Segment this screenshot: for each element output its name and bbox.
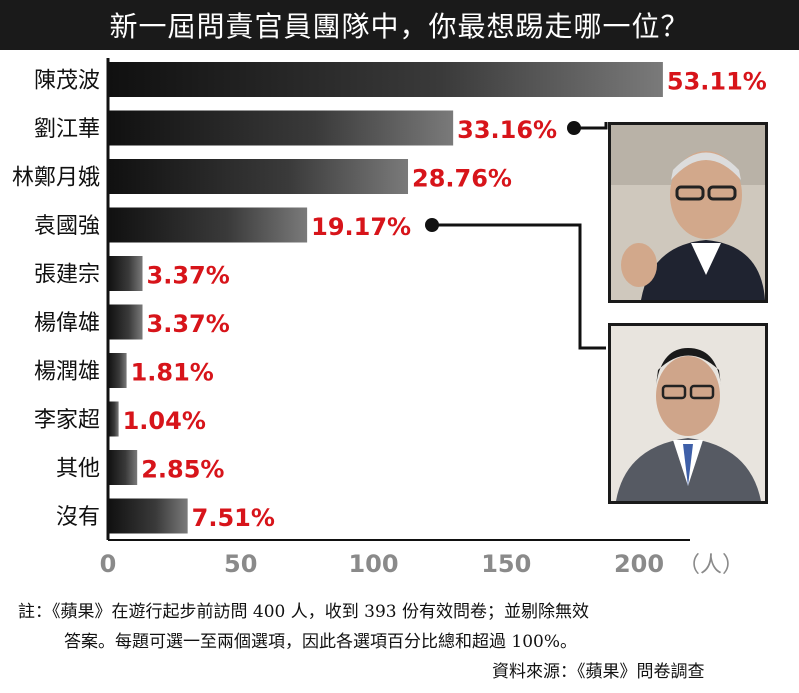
category-label: 楊偉雄 (34, 311, 100, 336)
chart-title: 新一屆問責官員團隊中，你最想踢走哪一位？ (0, 0, 799, 50)
portrait-image (611, 125, 765, 300)
x-unit-label: （人） (678, 553, 744, 578)
survey-note-line1: 註：《蘋果》在遊行起步前訪問 400 人，收到 393 份有效問卷；並剔除無效 (18, 602, 590, 622)
connector-dot (567, 121, 581, 135)
category-label: 沒有 (56, 505, 100, 530)
percent-label: 3.37% (147, 262, 230, 290)
survey-note-line2: 答案。每題可選一至兩個選項，因此各選項百分比總和超過 100%。 (64, 632, 578, 652)
percent-label: 33.16% (457, 116, 557, 144)
category-label: 劉江華 (34, 117, 100, 142)
photo-lau-kong-wah (608, 122, 768, 303)
bar (108, 159, 409, 194)
percent-label: 1.04% (123, 407, 206, 435)
category-label: 張建宗 (34, 263, 100, 288)
x-tick-label: 50 (224, 550, 257, 578)
bar (108, 498, 188, 534)
bar (108, 401, 119, 437)
bar (108, 110, 454, 146)
bar (108, 304, 143, 340)
category-label: 楊潤雄 (34, 360, 100, 385)
percent-label: 53.11% (667, 68, 767, 96)
portrait-image (611, 326, 765, 501)
percent-label: 3.37% (147, 310, 230, 338)
bar (108, 62, 663, 97)
x-tick-label: 200 (614, 550, 664, 578)
percent-label: 2.85% (141, 456, 224, 484)
category-label: 林鄭月娥 (12, 166, 100, 191)
bar (108, 207, 308, 243)
bar (108, 450, 138, 485)
x-tick-label: 150 (481, 550, 531, 578)
category-label: 李家超 (34, 408, 100, 433)
percent-label: 7.51% (192, 504, 275, 532)
data-source: 資料來源：《蘋果》問卷調查 (492, 662, 705, 682)
photo-rimsky-yuen (608, 323, 768, 504)
x-tick-label: 100 (348, 550, 398, 578)
bar-chart: 陳茂波 53.11% 劉江華 33.16% 林鄭月娥 28.76% 袁國強 19.17% 張建宗… (12, 58, 767, 578)
category-label: 袁國強 (34, 214, 100, 239)
x-tick-label: 0 (100, 550, 117, 578)
category-label: 陳茂波 (34, 69, 100, 94)
photo-connectors (425, 121, 608, 350)
connector-dot (425, 218, 439, 232)
percent-label: 1.81% (131, 359, 214, 387)
bar (108, 256, 143, 291)
bar (108, 353, 127, 388)
percent-label: 28.76% (412, 165, 512, 193)
percent-label: 19.17% (311, 213, 411, 241)
category-label: 其他 (56, 457, 100, 482)
